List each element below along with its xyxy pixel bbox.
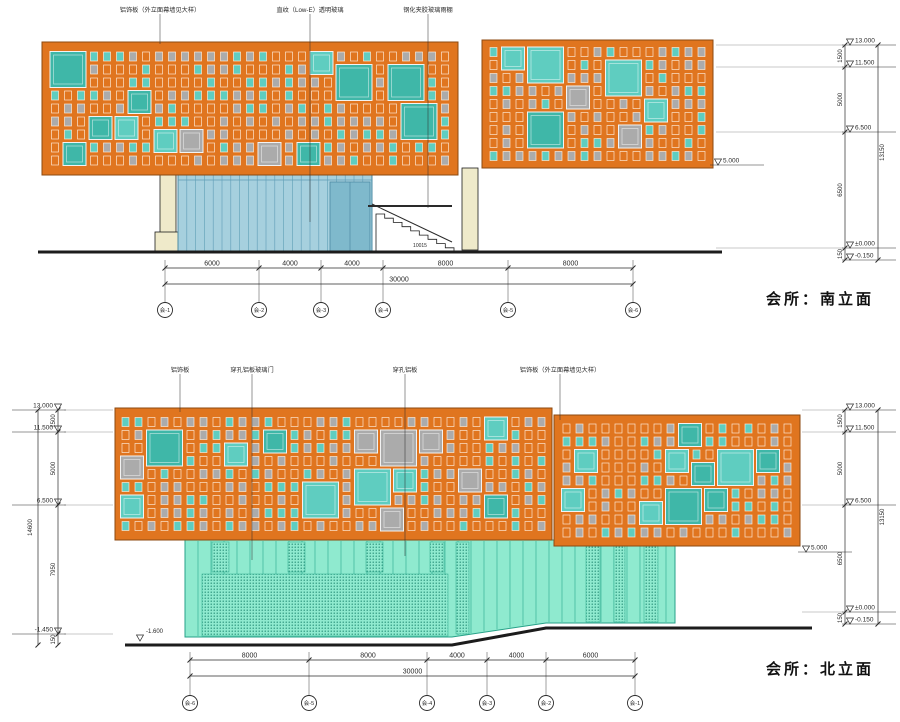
svg-text:8000: 8000 <box>563 261 579 268</box>
south-annotations: 铝饰板（外立面幕墙见大样） 直纹（Low-E）透明玻璃 钢化夹胶玻璃雨棚 <box>120 6 453 222</box>
svg-text:6000: 6000 <box>204 261 220 268</box>
north-facade-left <box>114 407 553 541</box>
svg-text:铝饰板: 铝饰板 <box>171 366 190 374</box>
svg-text:6500: 6500 <box>838 551 844 565</box>
svg-text:钢化夹胶玻璃雨棚: 钢化夹胶玻璃雨棚 <box>403 6 453 14</box>
svg-text:4000: 4000 <box>282 261 298 268</box>
svg-text:会-6: 会-6 <box>628 306 638 314</box>
north-ground <box>125 626 812 647</box>
grid-bubble <box>500 302 516 318</box>
north-levels-left: 13.000 11.500 6.500 -1.450 1500 5000 7950 150 14… <box>12 403 164 648</box>
north-facade-right <box>553 414 801 547</box>
svg-text:6500: 6500 <box>838 183 844 197</box>
svg-text:7950: 7950 <box>51 562 57 576</box>
svg-text:4000: 4000 <box>509 653 525 660</box>
svg-text:铝饰板（外立面幕墙见大样）: 铝饰板（外立面幕墙见大样） <box>520 366 600 374</box>
south-facade-right <box>481 39 714 169</box>
svg-text:直纹（Low-E）透明玻璃: 直纹（Low-E）透明玻璃 <box>276 6 343 14</box>
svg-text:11.500: 11.500 <box>34 425 54 432</box>
svg-text:5000: 5000 <box>51 461 57 475</box>
svg-text:1500: 1500 <box>838 414 844 428</box>
svg-text:150: 150 <box>51 634 57 645</box>
svg-text:会-5: 会-5 <box>503 306 513 314</box>
svg-text:5.000: 5.000 <box>723 158 740 165</box>
south-glass-wall <box>177 167 373 253</box>
grid-bubble <box>419 695 435 711</box>
svg-text:会-4: 会-4 <box>378 306 388 314</box>
south-elevation-title: 会所：南立面 <box>766 290 875 308</box>
grid-bubble <box>301 695 317 711</box>
svg-text:会-1: 会-1 <box>160 306 170 314</box>
south-stairs: 10015 <box>368 203 455 253</box>
svg-text:6.500: 6.500 <box>855 125 872 132</box>
svg-text:-0.150: -0.150 <box>855 617 874 624</box>
svg-text:会-6: 会-6 <box>185 699 195 707</box>
north-levels-right: 13.000 11.500 6.500 ±0.000 -0.150 1500 5000 650… <box>798 403 896 627</box>
svg-text:13.000: 13.000 <box>855 403 875 410</box>
svg-text:会-5: 会-5 <box>304 699 314 707</box>
north-curtain-wall <box>184 539 676 638</box>
svg-text:会-2: 会-2 <box>254 306 264 314</box>
grid-bubble <box>625 302 641 318</box>
grid-bubble <box>182 695 198 711</box>
svg-text:会-3: 会-3 <box>482 699 492 707</box>
svg-text:-1.450: -1.450 <box>35 627 54 634</box>
svg-text:会-1: 会-1 <box>630 699 640 707</box>
svg-text:-1.600: -1.600 <box>146 629 164 635</box>
south-facade-left <box>41 41 459 176</box>
svg-text:会-3: 会-3 <box>316 306 326 314</box>
svg-text:13.000: 13.000 <box>33 403 53 410</box>
south-levels: 13.000 11.500 6.500 ±0.000 -0.150 1500 5000 650… <box>710 38 896 263</box>
svg-text:穿孔铝板: 穿孔铝板 <box>393 366 418 374</box>
north-elevation-title: 会所：北立面 <box>766 660 875 678</box>
svg-text:8000: 8000 <box>438 261 454 268</box>
svg-text:4000: 4000 <box>344 261 360 268</box>
svg-text:30000: 30000 <box>403 669 423 676</box>
grid-bubble <box>538 695 554 711</box>
south-dimensions: 6000 4000 4000 8000 8000 30000 会-1 会-2 会-3 会-4 会-5… <box>157 260 641 318</box>
svg-text:8000: 8000 <box>360 653 376 660</box>
svg-text:穿孔铝板玻璃门: 穿孔铝板玻璃门 <box>230 366 273 374</box>
svg-text:5.000: 5.000 <box>811 545 828 552</box>
svg-text:11.500: 11.500 <box>855 60 875 67</box>
svg-text:5000: 5000 <box>838 92 844 106</box>
svg-text:13.000: 13.000 <box>855 38 875 45</box>
grid-bubble <box>479 695 495 711</box>
svg-text:150: 150 <box>838 248 844 259</box>
grid-bubble <box>313 302 329 318</box>
svg-text:±0.000: ±0.000 <box>855 605 875 612</box>
svg-text:铝饰板（外立面幕墙见大样）: 铝饰板（外立面幕墙见大样） <box>120 6 200 14</box>
svg-text:150: 150 <box>838 612 844 623</box>
svg-text:8000: 8000 <box>242 653 258 660</box>
svg-text:6.500: 6.500 <box>855 498 872 505</box>
svg-text:10015: 10015 <box>413 243 427 249</box>
svg-text:4000: 4000 <box>449 653 465 660</box>
svg-text:±0.000: ±0.000 <box>855 241 875 248</box>
svg-text:13150: 13150 <box>880 143 886 160</box>
svg-text:5000: 5000 <box>838 461 844 475</box>
svg-text:-0.150: -0.150 <box>855 253 874 260</box>
svg-text:1500: 1500 <box>838 49 844 63</box>
grid-bubble <box>375 302 391 318</box>
svg-text:6000: 6000 <box>583 653 599 660</box>
grid-bubble <box>627 695 643 711</box>
svg-text:会-2: 会-2 <box>541 699 551 707</box>
svg-text:会-4: 会-4 <box>422 699 432 707</box>
svg-text:14600: 14600 <box>28 518 34 535</box>
north-dimensions: 8000 8000 4000 4000 6000 30000 会-6 会-5 会-4 会-3 会-2… <box>182 652 643 711</box>
svg-text:11.500: 11.500 <box>855 425 875 432</box>
grid-bubble <box>157 302 173 318</box>
svg-text:6.500: 6.500 <box>37 498 54 505</box>
north-annotations: 铝饰板 穿孔铝板玻璃门 穿孔铝板 铝饰板（外立面幕墙见大样） <box>171 366 600 560</box>
svg-text:30000: 30000 <box>389 277 409 284</box>
grid-bubble <box>251 302 267 318</box>
svg-text:13150: 13150 <box>880 508 886 525</box>
svg-text:1500: 1500 <box>51 414 57 428</box>
